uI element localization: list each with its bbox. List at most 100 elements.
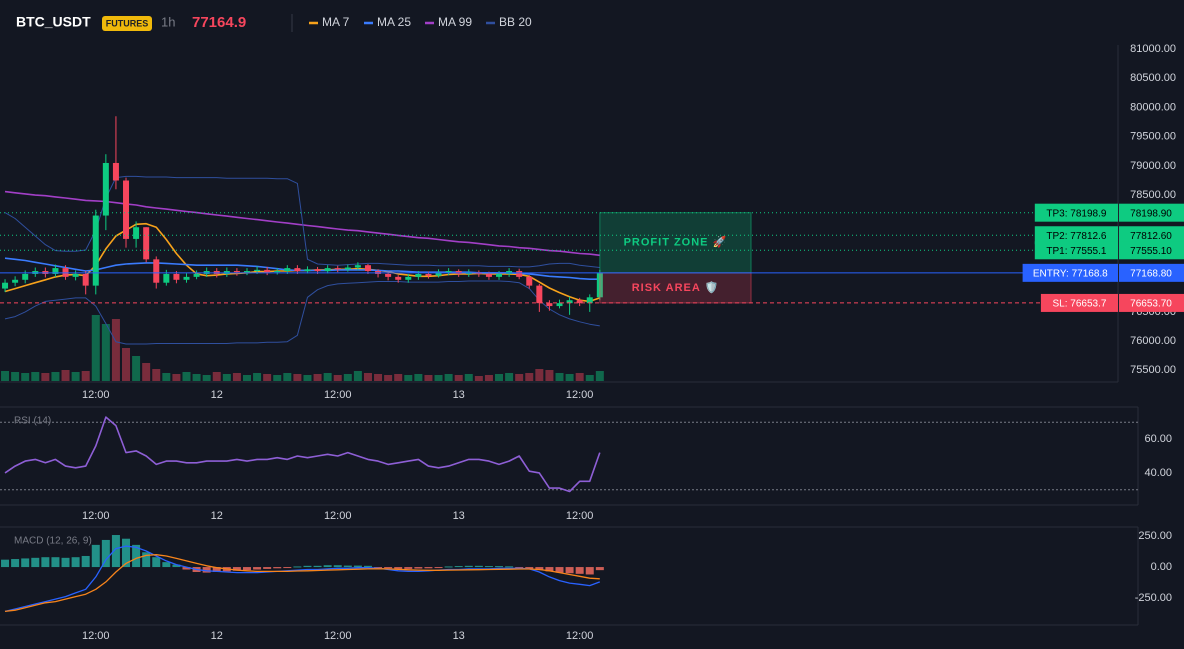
x-tick-label: 12:00 [324,510,352,522]
volume-bar [162,373,171,381]
histogram-bar [71,557,80,568]
level-axis-label: 78198.90 [1130,208,1172,219]
histogram-bar [293,566,302,568]
candle-body [526,276,533,286]
level-label-bg [1034,241,1118,260]
volume-bar [222,374,231,381]
volume-bar [91,315,100,381]
candle-body [72,273,79,277]
candle-body [425,273,432,276]
volume-bar [424,375,433,381]
histogram-bar [182,567,191,570]
volume-bar [232,373,241,381]
volume-bar [394,374,403,381]
zone-label: RISK AREA 🛡️ [632,281,719,294]
level-axis-bg [1119,241,1184,260]
histogram-bar [162,562,171,568]
histogram-bar [474,565,483,568]
candle-body [153,259,160,283]
histogram-bar [21,558,30,568]
level-axis-label: 77168.80 [1130,268,1172,279]
histogram-bar [505,566,514,568]
volume-bar [303,375,312,381]
histogram-bar [61,557,70,568]
volume-bar [11,372,20,381]
legend-label: MA 99 [438,15,472,29]
level-axis-bg [1119,203,1184,222]
histogram-bar [253,567,262,570]
volume-bar [313,374,322,381]
volume-bar [545,370,554,381]
candle-body [546,303,553,307]
level-axis-label: 77812.60 [1130,231,1172,242]
last-price: 77164.9 [192,14,246,31]
histogram-bar [414,567,423,569]
histogram-bar [11,559,20,568]
candle-body [354,265,361,268]
histogram-bar [263,567,272,569]
histogram-bar [464,565,473,568]
y-tick-label: 78500.00 [1130,189,1176,201]
candle-body [52,268,59,274]
symbol: BTC_USDT [16,14,91,30]
y-tick-label: 250.00 [1138,530,1172,542]
histogram-bar [1,559,10,568]
volume-bar [575,373,584,381]
level-axis-bg [1119,263,1184,282]
volume-bar [515,374,524,381]
macd-line [4,545,601,613]
volume-bar [172,374,181,381]
histogram-bar [142,552,151,568]
histogram-bar [81,555,90,568]
level-label: TP3: 78198.9 [1046,208,1106,219]
volume-bar [384,375,393,381]
level-axis-label: 76653.70 [1130,299,1172,310]
histogram-bar [202,567,211,573]
candle-body [133,227,140,239]
y-tick-label: 80500.00 [1130,72,1176,84]
candle-body [304,269,311,272]
candle-body [385,273,392,277]
volume-bar [21,373,30,381]
candle-body [516,271,523,277]
y-tick-label: 79500.00 [1130,131,1176,143]
histogram-bar [555,567,564,573]
histogram-bar [394,567,403,569]
candle-body [435,272,442,276]
candle-body [123,180,130,239]
histogram-bar [545,567,554,572]
candle-body [264,269,271,273]
volume-bar [505,373,514,381]
x-tick-label: 13 [453,389,465,401]
volume-bar [41,373,50,381]
histogram-bar [495,566,504,568]
volume-bar [152,369,161,381]
volume-bar [525,373,534,381]
candle-body [344,267,351,270]
level-axis-label: 77555.10 [1130,246,1172,257]
histogram-bar [132,544,141,568]
histogram-bar [444,566,453,568]
histogram-bar [353,565,362,568]
candle-body [445,271,452,273]
candle-body [173,273,180,280]
volume-bar [273,375,282,381]
candle-body [586,297,593,304]
histogram-bar [172,564,181,568]
rsi-line [4,416,601,493]
histogram-bar [41,557,50,568]
volume-bar [192,374,201,381]
level-axis-bg [1119,293,1184,312]
histogram-bar [91,544,100,568]
histogram-bar [51,557,60,568]
volume-bar [323,373,332,381]
volume-bar [212,372,221,381]
x-tick-label: 12:00 [82,389,110,401]
volume-bar [555,373,564,381]
y-tick-label: 80000.00 [1130,101,1176,113]
volume-bar [61,370,70,381]
legend-label: MA 25 [377,15,411,29]
histogram-bar [484,566,493,568]
